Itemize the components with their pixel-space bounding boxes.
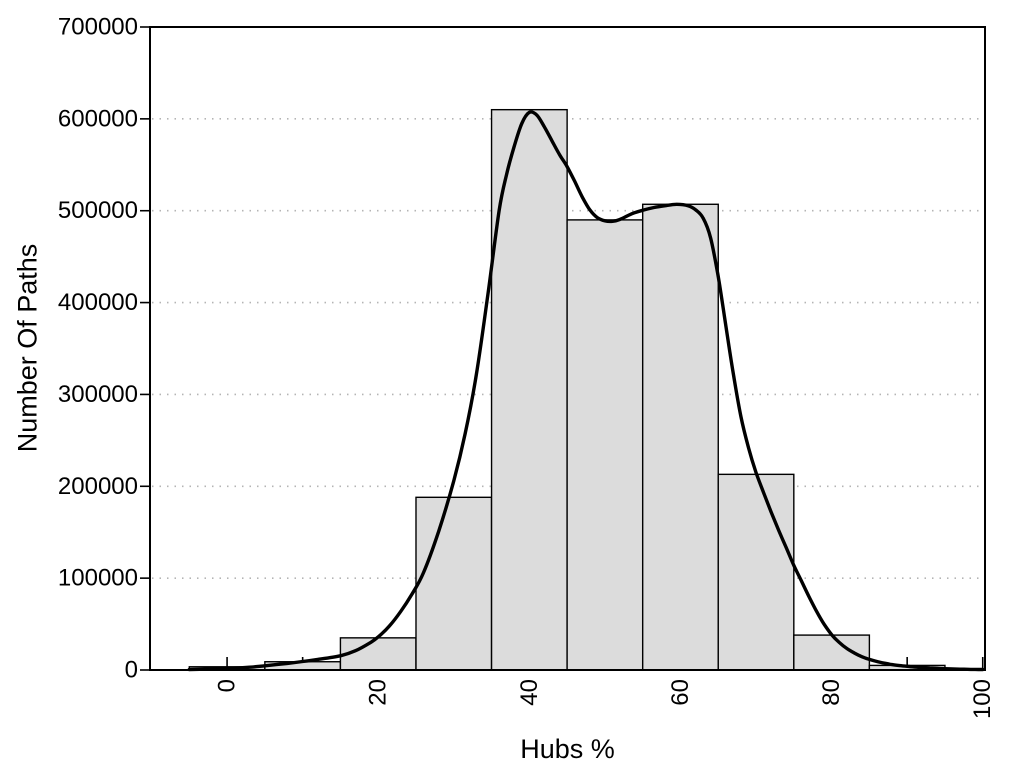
density-curve	[187, 110, 985, 672]
plot-border	[149, 26, 986, 671]
y-tick-label: 0	[125, 657, 138, 684]
y-tick-label: 600000	[58, 105, 138, 132]
x-tick-label: 0	[214, 679, 241, 692]
y-tick-label: 300000	[58, 381, 138, 408]
histogram-bar	[717, 473, 795, 671]
histogram-bar	[415, 496, 493, 671]
y-tick-label: 400000	[58, 289, 138, 316]
x-tick-label: 20	[365, 679, 392, 706]
y-tick-label: 700000	[58, 14, 138, 41]
histogram-bar	[490, 108, 568, 671]
histogram-bar	[793, 634, 871, 671]
x-tick-label: 60	[667, 679, 694, 706]
histogram-bar	[641, 203, 719, 671]
y-axis-title: Number Of Paths	[12, 243, 43, 453]
y-tick-label: 100000	[58, 565, 138, 592]
x-tick-label: 40	[516, 679, 543, 706]
x-axis-title: Hubs %	[520, 734, 615, 764]
x-tick-label: 100	[969, 679, 996, 719]
histogram-bar	[566, 219, 644, 671]
y-tick-label: 200000	[58, 473, 138, 500]
y-tick-label: 500000	[58, 197, 138, 224]
x-tick-label: 80	[818, 679, 845, 706]
